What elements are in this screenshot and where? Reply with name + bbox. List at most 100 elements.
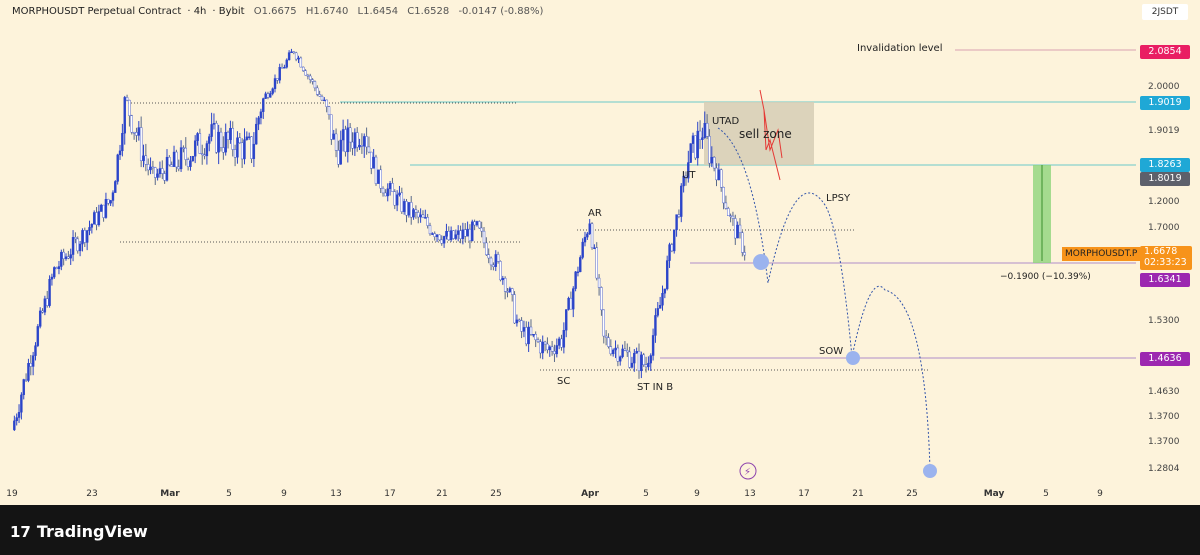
candle [229, 127, 232, 140]
price-label: 1.4636 [1140, 352, 1190, 366]
candle [370, 151, 373, 169]
price-tick: 1.5300 [1148, 316, 1180, 326]
candle [344, 129, 347, 153]
candle [738, 224, 742, 233]
tradingview-logo[interactable]: 𝟭𝟳 TradingView [10, 522, 148, 541]
time-tick: 17 [384, 489, 396, 499]
candle [67, 256, 70, 259]
candle [381, 188, 385, 194]
candle [165, 156, 169, 181]
candle [722, 186, 725, 204]
candle [294, 52, 298, 60]
svg-text:⚡: ⚡ [744, 467, 751, 478]
candle [616, 347, 620, 362]
sell-zone-box [704, 102, 814, 165]
candle [525, 327, 528, 345]
price-tick: 1.4630 [1148, 387, 1180, 397]
candle [595, 247, 598, 279]
candle [71, 237, 75, 255]
candle [149, 166, 152, 171]
time-tick: May [983, 489, 1005, 499]
candle [677, 214, 681, 217]
price-tick: 1.7000 [1148, 223, 1180, 233]
st-in-b-label: ST IN B [637, 382, 674, 393]
candle [447, 231, 450, 241]
candle [161, 168, 164, 174]
candle [543, 341, 547, 345]
candle [41, 310, 44, 313]
candle [680, 185, 683, 217]
flash-icon[interactable] [739, 462, 757, 480]
high-value: H1.6740 [305, 6, 349, 17]
candle [395, 194, 399, 206]
candle [250, 136, 253, 159]
candle [424, 217, 427, 219]
candle [177, 166, 180, 170]
candle [186, 159, 190, 167]
candle [81, 230, 84, 245]
candle [151, 166, 155, 169]
candle [118, 150, 122, 156]
candle [727, 208, 730, 216]
candle [579, 257, 582, 273]
candle [431, 233, 434, 235]
candle [128, 99, 131, 116]
candle [158, 168, 162, 175]
time-tick: 19 [6, 489, 18, 499]
candle [311, 79, 314, 82]
candle [193, 140, 197, 157]
candle [656, 308, 659, 316]
candle [299, 57, 303, 68]
candle [494, 254, 497, 267]
candle [687, 162, 690, 179]
candle [433, 233, 436, 237]
time-tick: 21 [436, 489, 448, 499]
candle [719, 169, 723, 188]
candle [210, 124, 213, 137]
close-value: C1.6528 [407, 6, 450, 17]
candle [356, 132, 359, 148]
candle [715, 167, 718, 181]
candle [233, 149, 237, 158]
chart-header: MORPHOUSDT Perpetual Contract · 4h · Bybit… [12, 6, 544, 17]
symbol-title[interactable]: MORPHOUSDT Perpetual Contract [12, 6, 182, 17]
candle [496, 254, 500, 262]
candle [480, 227, 483, 232]
candle [365, 136, 368, 148]
candle [550, 346, 554, 352]
price-chart[interactable]: ⚡ [0, 0, 1200, 505]
time-tick: 5 [1043, 489, 1049, 499]
candle [513, 294, 516, 324]
currency-button[interactable]: 2JSDT [1142, 4, 1188, 20]
candle [684, 175, 688, 179]
candle [724, 202, 728, 209]
candle [226, 132, 230, 140]
time-tick: Apr [581, 489, 599, 499]
candle [440, 239, 443, 244]
lpsy-label: LPSY [826, 193, 851, 204]
candle [172, 151, 176, 167]
candle [48, 279, 51, 306]
candle [163, 173, 166, 181]
candle [191, 156, 195, 162]
candle [475, 221, 479, 226]
candle [541, 341, 544, 354]
candle [569, 297, 573, 310]
chart-area[interactable]: ⚡ MORPHOUSDT Perpetual Contract · 4h · Byb… [0, 0, 1200, 505]
interval[interactable]: 4h [193, 6, 207, 17]
candle [736, 224, 739, 239]
candle [696, 130, 699, 159]
candle [647, 362, 650, 368]
candle [407, 202, 411, 216]
candle [520, 320, 523, 332]
utad-label: UTAD [712, 116, 740, 127]
price-label: 1.8019 [1140, 172, 1190, 186]
candle [379, 169, 382, 189]
candle [487, 254, 490, 259]
candle [607, 337, 610, 347]
candle [257, 117, 260, 125]
candle [374, 156, 378, 184]
price-label: 1.8263 [1140, 158, 1190, 172]
target-dot-1 [753, 254, 769, 270]
candle [13, 420, 16, 431]
